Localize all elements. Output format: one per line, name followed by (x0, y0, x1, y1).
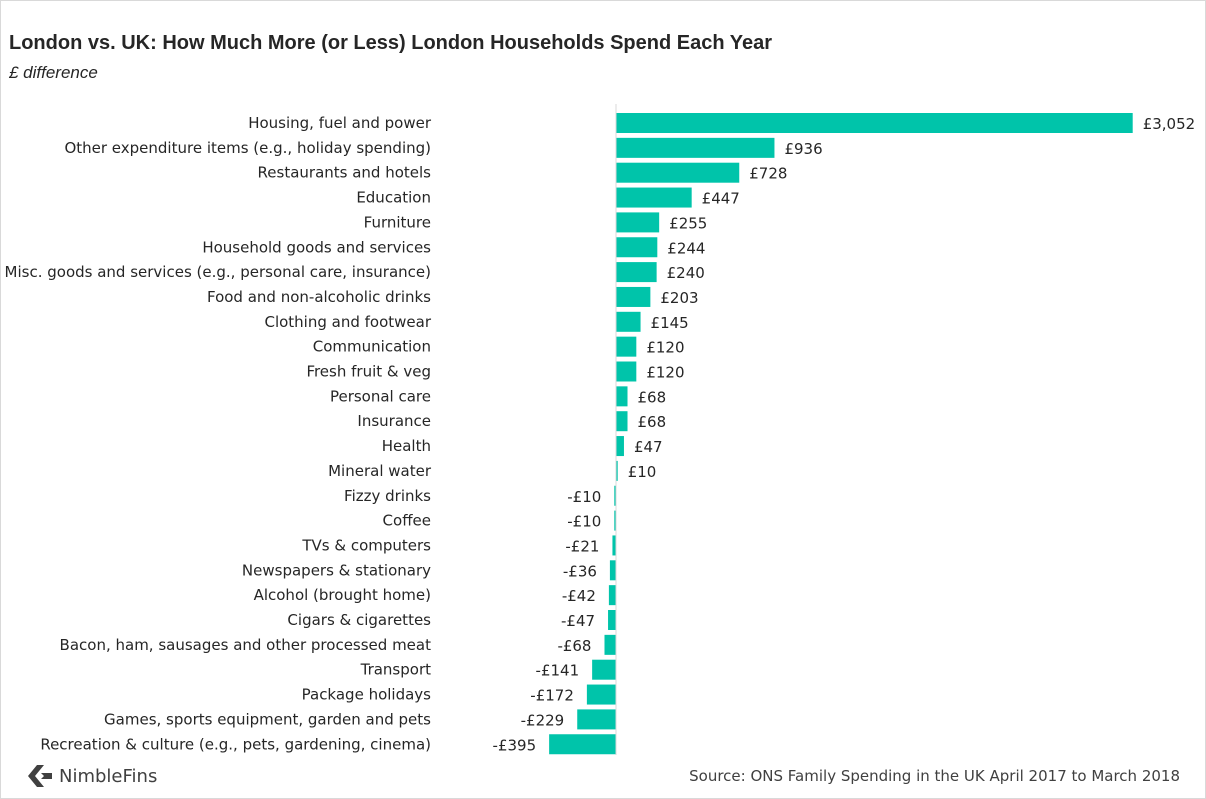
data-label: £10 (628, 463, 657, 481)
bar (549, 734, 616, 755)
bar (604, 634, 616, 655)
data-label: -£172 (530, 687, 574, 705)
bar (612, 535, 616, 556)
category-label: Mineral water (328, 462, 432, 480)
category-label: Communication (313, 338, 431, 356)
category-label: Alcohol (brought home) (254, 586, 431, 604)
data-label: £68 (638, 388, 667, 406)
bar (614, 485, 616, 506)
bar (608, 610, 616, 630)
data-label: -£395 (493, 736, 537, 754)
data-label: £68 (638, 413, 667, 431)
data-label: -£42 (562, 587, 596, 605)
bar (616, 137, 775, 158)
category-label: Coffee (383, 512, 431, 530)
bar (586, 684, 616, 705)
bar (616, 336, 637, 357)
category-label: Restaurants and hotels (258, 164, 432, 182)
data-label: £728 (749, 165, 787, 183)
category-label: Other expenditure items (e.g., holiday s… (64, 139, 431, 157)
bar (616, 411, 628, 432)
category-label: Games, sports equipment, garden and pets (104, 710, 431, 728)
data-label: £240 (667, 264, 705, 282)
category-label: Misc. goods and services (e.g., personal… (5, 263, 431, 281)
data-label: -£36 (563, 562, 597, 580)
category-label: Health (382, 437, 431, 455)
category-label: Household goods and services (202, 238, 431, 256)
bar (616, 436, 624, 457)
bars-group (549, 113, 1133, 755)
data-label: £3,052 (1143, 115, 1196, 133)
category-label: TVs & computers (301, 536, 431, 554)
source-note: Source: ONS Family Spending in the UK Ap… (689, 767, 1180, 785)
bar (616, 162, 740, 183)
data-label: £447 (702, 190, 740, 208)
bar (616, 262, 657, 283)
bar (616, 386, 628, 407)
chart-subtitle: £ difference (9, 63, 98, 82)
data-label: -£10 (567, 488, 601, 506)
bar (577, 709, 616, 730)
data-label: £255 (669, 214, 707, 232)
data-label: £203 (660, 289, 698, 307)
category-label: Cigars & cigarettes (287, 611, 431, 629)
bar (616, 113, 1133, 133)
bar (616, 187, 692, 208)
bar (616, 212, 660, 233)
category-label: Fresh fruit & veg (306, 363, 431, 381)
bar (592, 659, 616, 680)
data-label: £244 (667, 239, 705, 257)
category-label: Recreation & culture (e.g., pets, garden… (40, 735, 431, 753)
category-label: Insurance (357, 412, 431, 430)
bar (616, 311, 641, 332)
data-label: -£68 (557, 637, 591, 655)
data-label: -£47 (561, 612, 595, 630)
brand-name: NimbleFins (59, 765, 158, 787)
bar (608, 585, 616, 606)
bar (616, 460, 618, 481)
brand-logo: NimbleFins (25, 764, 157, 788)
bar (616, 361, 637, 382)
bar (616, 286, 651, 307)
arrow-logo-icon (28, 765, 52, 787)
data-label: £120 (646, 339, 684, 357)
category-label: Bacon, ham, sausages and other processed… (60, 636, 432, 654)
category-label: Clothing and footwear (264, 313, 431, 331)
bar (614, 510, 616, 531)
category-label: Fizzy drinks (344, 487, 431, 505)
data-label: -£10 (567, 513, 601, 531)
data-label: -£21 (565, 537, 599, 555)
category-label: Personal care (330, 387, 431, 405)
bar (616, 237, 658, 258)
category-label: Package holidays (302, 686, 432, 704)
data-labels-group: £3,052 £936 £728 £447 £255 £244 £240 £203 £145 £1… (493, 115, 1196, 754)
category-labels-group: Housing, fuel and power Other expenditure… (5, 114, 432, 753)
data-label: -£229 (521, 711, 565, 729)
category-label: Education (356, 189, 431, 207)
category-label: Transport (360, 661, 432, 679)
bar (609, 560, 616, 581)
data-label: £145 (651, 314, 689, 332)
category-label: Newspapers & stationary (242, 561, 431, 579)
data-label: £47 (634, 438, 663, 456)
category-label: Housing, fuel and power (248, 114, 432, 132)
category-label: Furniture (364, 213, 431, 231)
data-label: -£141 (536, 662, 580, 680)
category-label: Food and non-alcoholic drinks (207, 288, 431, 306)
chart-title: London vs. UK: How Much More (or Less) L… (9, 32, 773, 54)
data-label: £120 (646, 364, 684, 382)
data-label: £936 (784, 140, 822, 158)
